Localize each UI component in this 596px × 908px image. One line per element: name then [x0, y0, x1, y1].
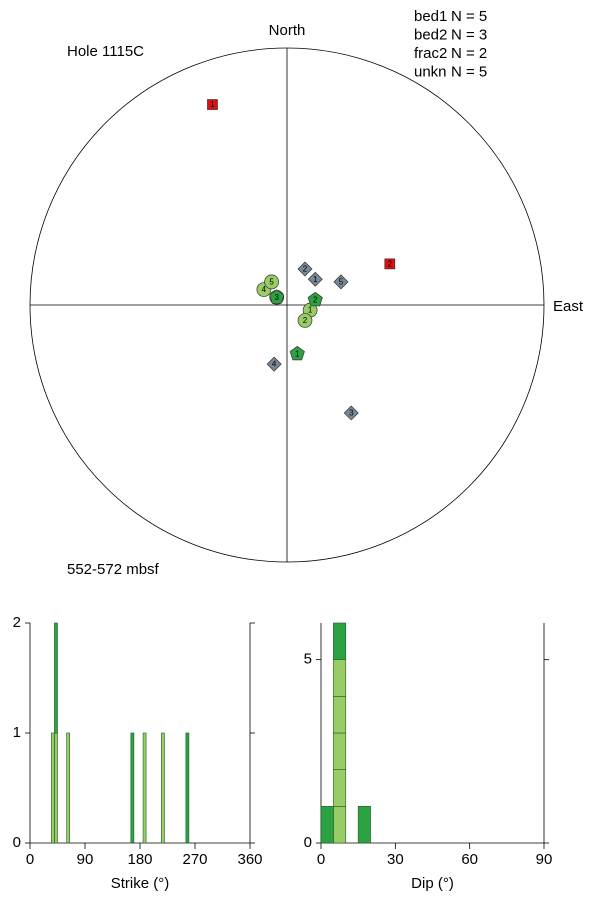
x-axis-title: Dip (°)	[411, 875, 454, 892]
y-tick-label: 5	[304, 651, 312, 668]
legend-name: bed2	[414, 26, 447, 43]
legend-count: N = 5	[451, 8, 487, 25]
bar	[333, 659, 347, 697]
x-tick-label: 360	[237, 851, 262, 868]
bar	[185, 732, 190, 844]
point-label: 3	[349, 409, 354, 418]
bar	[54, 622, 58, 734]
legend-count: N = 3	[451, 26, 487, 43]
point-label: 5	[339, 277, 344, 286]
point	[307, 271, 323, 287]
point-label: 1	[308, 306, 313, 315]
point	[266, 356, 282, 372]
point-label: 4	[272, 360, 277, 369]
legend-name: unkn	[414, 63, 447, 80]
north-label: North	[269, 22, 306, 39]
point-label: 1	[295, 349, 300, 358]
point-label: 1	[210, 100, 215, 109]
point	[264, 274, 279, 290]
bar	[51, 732, 55, 844]
point	[307, 291, 323, 307]
x-tick-label: 0	[26, 851, 34, 868]
x-tick-label: 180	[127, 851, 152, 868]
point	[207, 99, 218, 110]
bar	[333, 696, 347, 734]
bar	[54, 732, 58, 844]
y-tick-label: 0	[13, 834, 21, 851]
point-label: 2	[303, 265, 308, 274]
point	[297, 261, 313, 277]
bar	[130, 732, 135, 844]
point	[343, 405, 359, 421]
bar	[357, 806, 371, 844]
legend-count: N = 5	[451, 63, 487, 80]
x-tick-label: 30	[387, 851, 404, 868]
point-label: 5	[269, 277, 274, 286]
x-axis-title: Strike (°)	[111, 875, 170, 892]
bar	[333, 732, 347, 770]
x-tick-label: 90	[77, 851, 94, 868]
point	[269, 289, 285, 304]
x-tick-label: 0	[317, 851, 325, 868]
y-tick-label: 0	[304, 834, 312, 851]
chart-title: Hole 1115C	[67, 43, 144, 60]
x-tick-label: 90	[536, 851, 553, 868]
bar	[66, 732, 71, 844]
point	[297, 313, 313, 328]
point-label: 4	[262, 285, 267, 294]
x-tick-label: 60	[461, 851, 478, 868]
point	[333, 274, 349, 290]
point-label: 3	[274, 293, 279, 302]
point-label: 2	[303, 316, 308, 325]
y-tick-label: 1	[13, 724, 21, 741]
bar	[333, 806, 347, 844]
east-label: East	[553, 298, 584, 315]
point	[384, 258, 396, 270]
bar	[320, 806, 334, 844]
bar	[161, 732, 165, 844]
depth-label: 552-572 mbsf	[67, 561, 160, 578]
point	[289, 345, 305, 361]
legend-name: bed1	[414, 8, 447, 25]
point-label: 2	[388, 259, 393, 268]
bar	[142, 732, 147, 844]
bar	[333, 622, 347, 660]
x-tick-label: 270	[182, 851, 207, 868]
legend-name: frac2	[414, 45, 447, 62]
legend-count: N = 2	[451, 45, 487, 62]
y-tick-label: 2	[13, 614, 21, 631]
bar	[333, 769, 347, 807]
point-label: 2	[313, 295, 318, 304]
point-label: 1	[313, 275, 318, 284]
